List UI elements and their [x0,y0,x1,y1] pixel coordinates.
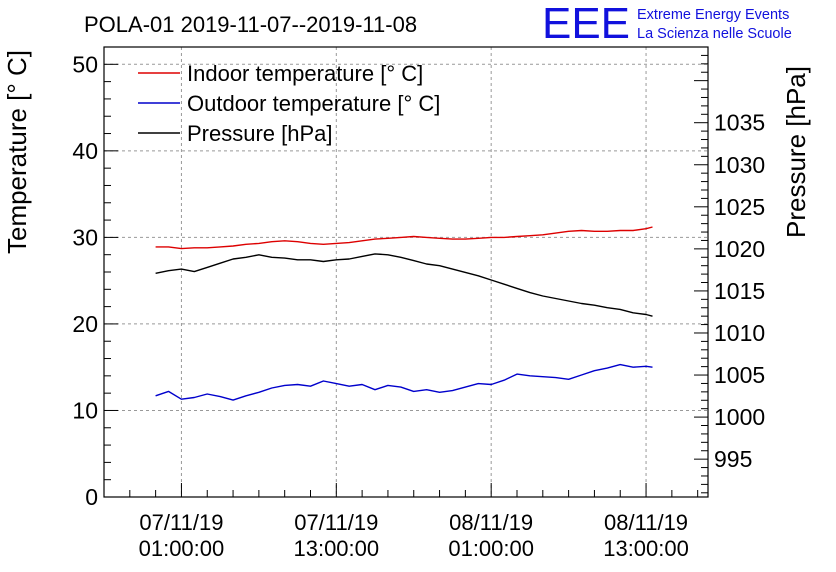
plot-series [155,226,653,401]
y2-tick-label: 1000 [714,404,765,430]
y2-tick-label: 1030 [714,152,765,178]
x-tick-label-date: 08/11/19 [604,510,688,535]
y2-tick-label: 1010 [714,320,765,346]
y-tick-label: 50 [72,51,98,77]
legend-label-indoor: Indoor temperature [° C] [187,61,423,86]
x-tick-label-time: 13:00:00 [293,536,379,561]
y-tick-label: 10 [72,397,98,423]
y-tick-label: 20 [72,311,98,337]
series-line-pressure [155,253,653,317]
y2-tick-label: 1025 [714,194,765,220]
logo-line-1: Extreme Energy Events [637,7,789,23]
x-tick-label-date: 07/11/19 [294,510,378,535]
chart-title: POLA-01 2019-11-07--2019-11-08 [84,12,417,37]
logo-line-2: La Scienza nelle Scuole [637,26,792,42]
x-tick-label-time: 01:00:00 [448,536,534,561]
x-tick-label-time: 01:00:00 [139,536,225,561]
y2-tick-label: 1035 [714,110,765,136]
y2-tick-label: 995 [714,446,752,472]
eee-logo: EEE Extreme Energy Events La Scienza nel… [542,0,792,48]
legend-label-pressure: Pressure [hPa] [187,121,333,146]
y2-tick-label: 1005 [714,362,765,388]
series-line-outdoor [155,363,653,401]
legend: Indoor temperature [° C] Outdoor temperat… [138,61,440,146]
legend-label-outdoor: Outdoor temperature [° C] [187,91,440,116]
series-line-indoor [155,226,653,250]
x-tick-label-date: 08/11/19 [449,510,533,535]
y2-axis-label: Pressure [hPa] [781,66,811,238]
x-tick-label-time: 13:00:00 [603,536,689,561]
y-tick-label: 40 [72,138,98,164]
logo-letters: EEE [542,0,630,48]
y-tick-label: 30 [72,224,98,250]
y2-tick-label: 1020 [714,236,765,262]
y-tick-label: 0 [85,484,98,510]
axes: 0102030405099510001005101010151020102510… [72,46,765,561]
x-tick-label-date: 07/11/19 [139,510,223,535]
y-axis-label: Temperature [° C] [2,50,32,254]
y2-tick-label: 1015 [714,278,765,304]
